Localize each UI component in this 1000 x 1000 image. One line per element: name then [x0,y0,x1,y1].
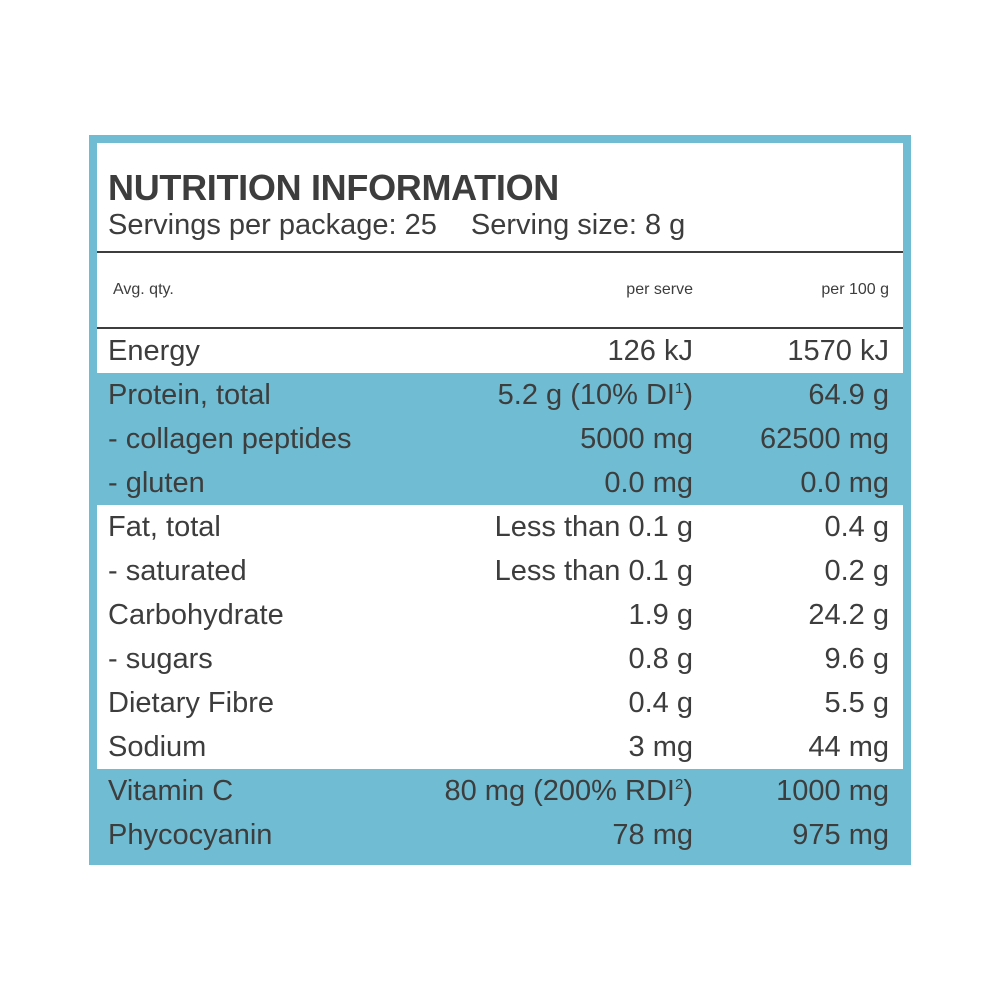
page-title: NUTRITION INFORMATION [108,167,559,208]
row-per-100g: 1570 kJ [787,335,889,367]
row-label: Energy [108,335,200,367]
per-serve-value: 126 kJ [607,335,693,367]
row-per-100g: 0.4 g [824,511,890,543]
row-per-serve: 1.9 g [629,593,694,637]
row-per-100g: 5.5 g [824,687,890,719]
table-row: - sugars 0.8 g 9.6 g [97,637,903,681]
row-label: Dietary Fibre [108,687,274,719]
column-header-divider [97,327,903,329]
row-label: - sugars [108,643,213,675]
per-serve-suffix: ) [683,775,693,807]
per-serve-suffix: ) [683,379,693,411]
row-per-100g: 975 mg [792,819,889,851]
row-label: Phycocyanin [108,819,273,851]
header-divider [97,251,903,253]
servings-per-package: Servings per package: 25 [108,209,437,241]
table-row: Carbohydrate 1.9 g 24.2 g [97,593,903,637]
row-label: Carbohydrate [108,599,284,631]
footnote-ref: 2 [674,776,684,793]
table-row: Phycocyanin 78 mg 975 mg [97,813,903,855]
row-per-100g: 44 mg [808,731,889,763]
row-per-serve: 5.2 g (10% DI1) [498,373,693,417]
row-per-100g: 1000 mg [776,775,889,807]
row-per-serve: 126 kJ [608,329,693,373]
table-row: - gluten 0.0 mg 0.0 mg [97,461,903,505]
nutrition-table: NUTRITION INFORMATION Servings per packa… [97,143,903,857]
row-label: - gluten [108,467,205,499]
per-serve-value: Less than 0.1 g [494,511,693,543]
row-per-100g: 0.2 g [824,555,890,587]
row-label: Fat, total [108,511,221,543]
servings-line: Servings per package: 25 Serving size: 8 … [108,209,685,242]
column-header-per-serve: per serve [626,281,693,298]
table-row: Energy 126 kJ 1570 kJ [97,329,903,373]
row-per-100g: 24.2 g [808,599,889,631]
row-per-serve: 0.0 mg [604,461,693,505]
per-serve-value: 1.9 g [628,599,694,631]
row-per-serve: 0.8 g [629,637,694,681]
column-header-label: Avg. qty. [113,281,174,298]
nutrition-panel: NUTRITION INFORMATION Servings per packa… [89,135,911,865]
table-row: Dietary Fibre 0.4 g 5.5 g [97,681,903,725]
per-serve-value: 3 mg [628,731,693,763]
row-per-100g: 62500 mg [760,423,889,455]
table-row: - saturated Less than 0.1 g 0.2 g [97,549,903,593]
table-row: Fat, total Less than 0.1 g 0.4 g [97,505,903,549]
row-label: Vitamin C [108,775,234,807]
row-label: - saturated [108,555,247,587]
column-header-per-100g: per 100 g [821,281,889,298]
row-per-100g: 64.9 g [808,379,889,411]
row-label: Sodium [108,731,207,763]
per-serve-value: 80 mg (200% RDI [444,775,675,807]
per-serve-value: 5.2 g (10% DI [497,379,675,411]
row-per-100g: 0.0 mg [800,467,889,499]
row-per-serve: 80 mg (200% RDI2) [444,769,693,813]
per-serve-value: Less than 0.1 g [494,555,693,587]
column-headers: Avg. qty. per serve per 100 g [97,253,903,327]
per-serve-value: 78 mg [612,819,693,851]
serving-size: Serving size: 8 g [470,209,686,241]
table-row: - collagen peptides 5000 mg 62500 mg [97,417,903,461]
per-serve-value: 0.8 g [628,643,694,675]
row-per-serve: Less than 0.1 g [495,505,693,549]
table-row: Sodium 3 mg 44 mg [97,725,903,769]
row-per-serve: 0.4 g [629,681,694,725]
row-per-serve: 78 mg [612,813,693,857]
row-label: - collagen peptides [108,423,352,455]
per-serve-value: 5000 mg [580,423,693,455]
table-header: NUTRITION INFORMATION Servings per packa… [97,143,903,251]
row-per-serve: 5000 mg [580,417,693,461]
row-label: Protein, total [108,379,271,411]
row-per-serve: Less than 0.1 g [495,549,693,593]
footnote-ref: 1 [674,380,684,397]
table-row: Protein, total 5.2 g (10% DI1) 64.9 g [97,373,903,417]
per-serve-value: 0.0 mg [604,467,693,499]
row-per-serve: 3 mg [629,725,693,769]
row-per-100g: 9.6 g [824,643,890,675]
table-row: Vitamin C 80 mg (200% RDI2) 1000 mg [97,769,903,813]
per-serve-value: 0.4 g [628,687,694,719]
